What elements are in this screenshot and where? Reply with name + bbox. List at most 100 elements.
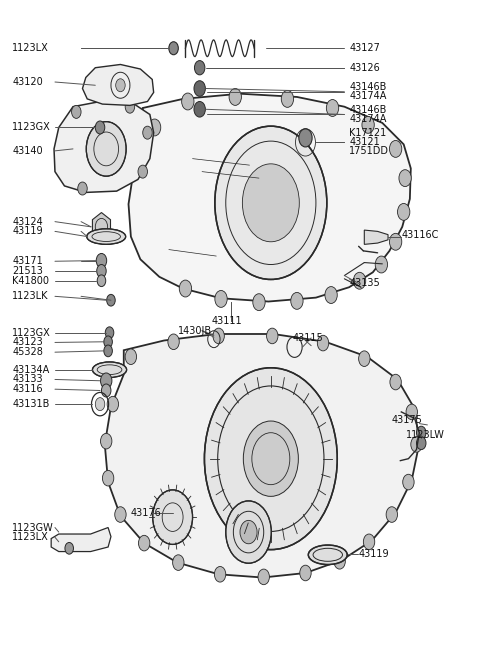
Circle shape bbox=[125, 100, 135, 113]
Circle shape bbox=[96, 265, 106, 278]
Circle shape bbox=[143, 126, 152, 139]
Text: 43111: 43111 bbox=[212, 316, 242, 326]
Circle shape bbox=[215, 290, 227, 307]
Circle shape bbox=[78, 182, 87, 195]
Polygon shape bbox=[105, 334, 420, 578]
Text: 43124: 43124 bbox=[12, 217, 43, 227]
Text: 43116: 43116 bbox=[12, 384, 43, 394]
Text: 43115: 43115 bbox=[292, 333, 323, 343]
Circle shape bbox=[107, 396, 119, 412]
Text: 1123LX: 1123LX bbox=[12, 43, 49, 53]
Circle shape bbox=[213, 328, 224, 344]
Circle shape bbox=[417, 437, 426, 449]
Text: 43123: 43123 bbox=[12, 337, 43, 347]
Circle shape bbox=[375, 256, 387, 273]
Circle shape bbox=[326, 100, 339, 117]
Circle shape bbox=[389, 140, 402, 157]
Circle shape bbox=[281, 90, 294, 107]
Circle shape bbox=[406, 404, 418, 420]
Text: 43140: 43140 bbox=[12, 146, 43, 156]
Circle shape bbox=[107, 294, 115, 306]
Circle shape bbox=[102, 470, 114, 486]
Circle shape bbox=[215, 126, 327, 280]
Text: 1123GW: 1123GW bbox=[12, 523, 54, 533]
Circle shape bbox=[325, 287, 337, 303]
Circle shape bbox=[359, 351, 370, 366]
Circle shape bbox=[105, 327, 114, 339]
Circle shape bbox=[291, 292, 303, 309]
Circle shape bbox=[417, 426, 426, 440]
Text: 43121: 43121 bbox=[349, 137, 380, 147]
Circle shape bbox=[226, 501, 271, 563]
Text: 43174A: 43174A bbox=[349, 91, 386, 102]
Circle shape bbox=[242, 164, 300, 242]
Circle shape bbox=[96, 121, 105, 134]
Circle shape bbox=[389, 233, 402, 250]
Text: 1123LW: 1123LW bbox=[406, 430, 445, 440]
Text: 43146B: 43146B bbox=[349, 105, 386, 115]
Circle shape bbox=[138, 165, 147, 178]
Circle shape bbox=[194, 102, 205, 117]
Text: K41800: K41800 bbox=[12, 276, 49, 286]
Circle shape bbox=[116, 79, 125, 92]
Ellipse shape bbox=[87, 229, 126, 244]
Circle shape bbox=[258, 569, 269, 585]
Text: 43134A: 43134A bbox=[12, 365, 49, 375]
Text: 43174A: 43174A bbox=[349, 114, 386, 124]
Text: 43175: 43175 bbox=[392, 415, 423, 424]
Text: 43131B: 43131B bbox=[12, 399, 49, 409]
Text: 43127: 43127 bbox=[349, 43, 380, 53]
Circle shape bbox=[390, 374, 401, 390]
Text: 43176: 43176 bbox=[131, 508, 162, 517]
Text: K17121: K17121 bbox=[349, 128, 386, 138]
Circle shape bbox=[253, 293, 265, 310]
Text: 1751DD: 1751DD bbox=[349, 146, 389, 156]
Text: 21513: 21513 bbox=[12, 266, 43, 276]
Circle shape bbox=[194, 81, 205, 96]
Text: 43133: 43133 bbox=[12, 375, 43, 384]
Circle shape bbox=[353, 272, 366, 290]
Circle shape bbox=[173, 555, 184, 571]
Circle shape bbox=[96, 253, 107, 268]
Text: 1123LK: 1123LK bbox=[12, 291, 49, 301]
Text: 43116C: 43116C bbox=[401, 231, 439, 240]
Circle shape bbox=[240, 520, 257, 544]
Circle shape bbox=[299, 129, 312, 147]
Circle shape bbox=[215, 567, 226, 582]
Polygon shape bbox=[51, 527, 111, 552]
Circle shape bbox=[104, 345, 112, 357]
Circle shape bbox=[243, 421, 299, 496]
Circle shape bbox=[229, 88, 241, 105]
Circle shape bbox=[179, 280, 192, 297]
Text: 43146B: 43146B bbox=[349, 83, 386, 92]
Circle shape bbox=[317, 335, 329, 351]
Circle shape bbox=[153, 490, 192, 544]
Ellipse shape bbox=[93, 362, 127, 377]
Circle shape bbox=[100, 434, 112, 449]
Circle shape bbox=[65, 542, 73, 554]
Circle shape bbox=[138, 535, 150, 551]
Circle shape bbox=[399, 170, 411, 187]
Circle shape bbox=[101, 384, 111, 397]
Text: 43126: 43126 bbox=[349, 63, 380, 73]
Circle shape bbox=[168, 334, 179, 350]
Circle shape bbox=[72, 105, 81, 119]
Circle shape bbox=[96, 398, 105, 411]
Polygon shape bbox=[54, 100, 154, 193]
Text: 45328: 45328 bbox=[12, 347, 43, 357]
Polygon shape bbox=[364, 230, 388, 244]
Circle shape bbox=[204, 367, 337, 550]
Circle shape bbox=[100, 373, 112, 388]
Circle shape bbox=[115, 507, 126, 522]
Circle shape bbox=[104, 336, 112, 348]
Circle shape bbox=[386, 507, 397, 522]
Polygon shape bbox=[93, 213, 110, 241]
Circle shape bbox=[363, 534, 375, 550]
Circle shape bbox=[194, 60, 205, 75]
Text: 1430JB: 1430JB bbox=[179, 326, 213, 336]
Text: 43119: 43119 bbox=[359, 548, 389, 559]
Ellipse shape bbox=[308, 545, 347, 565]
Circle shape bbox=[181, 93, 194, 110]
Circle shape bbox=[397, 204, 410, 220]
Circle shape bbox=[97, 275, 106, 287]
